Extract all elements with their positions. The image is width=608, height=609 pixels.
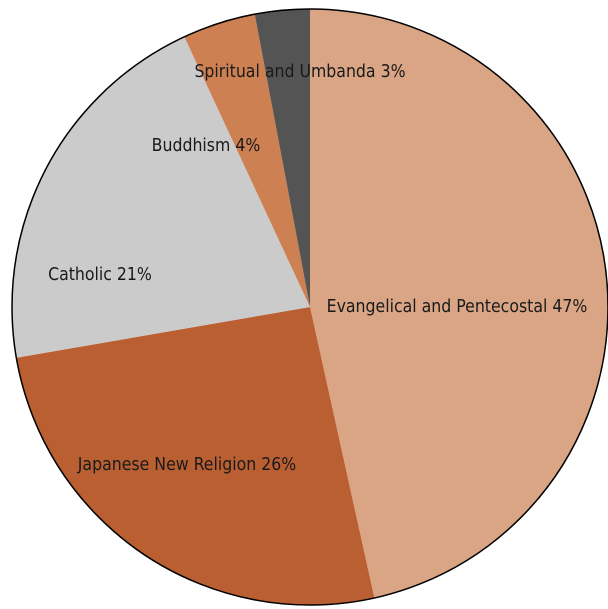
pie-slice-buddhism	[184, 14, 310, 307]
slice-label-catholic: Catholic 21%	[48, 265, 152, 285]
pie-slice-evangelical-and-pentecostal	[310, 9, 608, 598]
pie-slice-catholic	[11, 36, 310, 358]
pie-slice-spiritual-and-umbanda	[254, 8, 310, 307]
pie-slice-japanese-new-religion	[16, 307, 375, 605]
slice-label-evangelical-and-pentecostal: Evangelical and Pentecostal 47%	[327, 297, 588, 317]
pie-outline	[11, 8, 608, 606]
slice-label-japanese-new-religion: Japanese New Religion 26%	[77, 455, 296, 475]
slice-label-spiritual-and-umbanda: Spiritual and Umbanda 3%	[194, 62, 405, 82]
pie-slices	[11, 8, 608, 605]
pie-labels: Evangelical and Pentecostal 47% Japanese …	[48, 62, 587, 475]
slice-label-buddhism: Buddhism 4%	[152, 136, 261, 156]
